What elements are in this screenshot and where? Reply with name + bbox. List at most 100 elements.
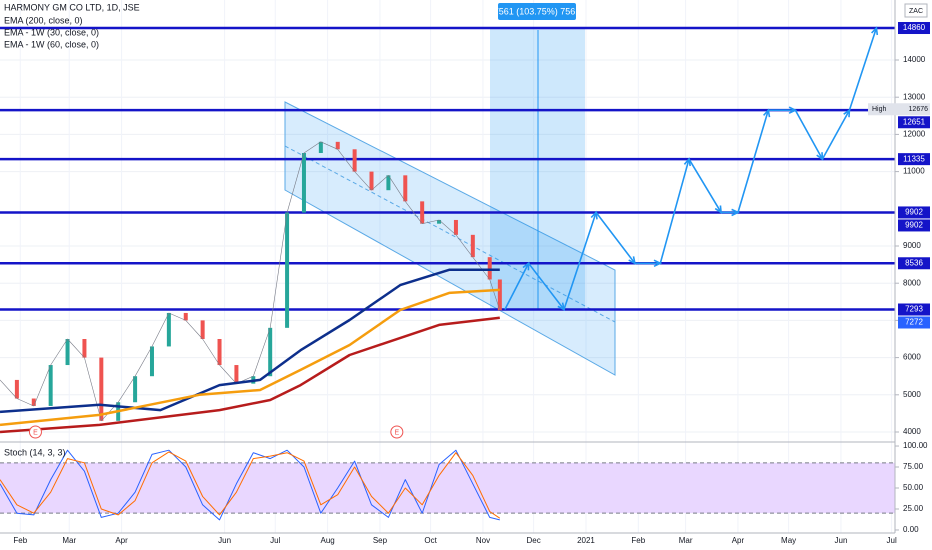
price-label-box — [898, 206, 930, 219]
x-tick-label: Nov — [476, 536, 490, 545]
candle — [352, 149, 357, 172]
candle — [149, 346, 154, 377]
projection-arrowhead — [653, 259, 663, 268]
price-label-box — [898, 116, 930, 129]
price-label: 7293 — [905, 305, 923, 314]
price-label: 11335 — [903, 154, 925, 163]
ema-line — [0, 268, 500, 414]
close-line — [0, 141, 501, 422]
candle — [65, 339, 70, 366]
x-tick-label: 2021 — [577, 536, 595, 545]
earnings-label: E — [395, 429, 400, 436]
x-tick-label: Feb — [631, 536, 645, 545]
projection-arrowhead — [557, 302, 566, 311]
y-tick-label: 13000 — [903, 92, 926, 101]
y-tick-label: 0.00 — [903, 525, 919, 534]
candle — [133, 376, 138, 403]
candle — [335, 141, 340, 150]
earnings-label: E — [33, 429, 38, 436]
projection-arrowhead — [788, 106, 798, 114]
legend-entry: EMA - 1W (60, close, 0) — [4, 39, 99, 49]
earnings-marker — [28, 425, 42, 439]
projection-arrowhead — [871, 26, 879, 36]
x-tick-label: Mar — [62, 536, 76, 545]
price-label-box — [898, 153, 930, 166]
candle — [14, 379, 19, 399]
y-tick-label: 8000 — [903, 278, 921, 287]
projection-arrowhead — [816, 152, 824, 161]
projection-path — [504, 27, 878, 311]
candle — [403, 175, 408, 202]
price-label-box — [898, 22, 930, 35]
price-label-box — [898, 316, 930, 329]
candle — [437, 219, 442, 224]
price-label-box — [898, 219, 930, 232]
x-tick-label: Aug — [320, 536, 334, 545]
x-tick-label: Feb — [13, 536, 27, 545]
x-tick-label: Apr — [115, 536, 128, 545]
x-tick-label: Mar — [679, 536, 693, 545]
x-tick-label: Dec — [527, 536, 541, 545]
price-label: 9902 — [905, 208, 923, 217]
candle — [318, 141, 323, 154]
candle — [497, 279, 502, 311]
legend-entry: EMA - 1W (30, close, 0) — [4, 27, 99, 37]
ema-line — [0, 288, 500, 427]
candle — [166, 312, 171, 347]
channel — [284, 101, 616, 376]
measure-label-box — [498, 3, 576, 20]
y-tick-label: 9000 — [903, 241, 921, 250]
high-value: 12676 — [909, 106, 929, 113]
price-label: 7272 — [905, 318, 923, 327]
stoch-line — [0, 449, 500, 521]
candle — [301, 153, 306, 213]
candle — [453, 219, 458, 235]
x-tick-label: Jul — [887, 536, 897, 545]
x-tick-label: Jul — [270, 536, 280, 545]
candle — [99, 357, 104, 421]
channel-mid — [284, 145, 616, 323]
candle — [420, 201, 425, 224]
projection-arrowhead — [522, 261, 530, 271]
stoch-title: Stoch (14, 3, 3) — [4, 447, 66, 457]
x-tick-label: Jun — [218, 536, 231, 545]
y-tick-label: 4000 — [903, 427, 921, 436]
candle — [200, 320, 205, 340]
projection-arrowhead — [590, 210, 598, 220]
projection-arrowhead — [843, 108, 851, 118]
projection-arrowhead — [763, 108, 771, 118]
candle — [234, 365, 239, 384]
plot — [0, 26, 895, 521]
candle — [386, 175, 391, 191]
price-label-box — [898, 257, 930, 270]
high-box — [868, 103, 930, 116]
projection-arrowhead — [714, 205, 723, 214]
price-label: 8536 — [905, 258, 923, 267]
high-label: High — [872, 106, 887, 113]
candle — [217, 339, 222, 366]
candle — [369, 171, 374, 191]
candle — [183, 312, 188, 321]
x-tick-label: Apr — [732, 536, 745, 545]
grid — [0, 0, 895, 533]
candle — [48, 365, 53, 406]
measure-label: 7561 (103.75%) 7561 — [494, 6, 581, 16]
stoch-band — [0, 462, 895, 514]
y-tick-label: 12000 — [903, 130, 926, 139]
candle — [470, 234, 475, 258]
projection-arrowhead — [628, 256, 637, 265]
symbol-title: HARMONY GM CO LTD, 1D, JSE — [4, 2, 140, 12]
price-label: 9902 — [905, 221, 923, 230]
y-tick-label: 11000 — [903, 167, 925, 176]
ema-line — [0, 316, 500, 434]
projection-arrowhead — [731, 208, 740, 217]
stoch-line — [0, 451, 501, 519]
y-tick-label: 25.00 — [903, 504, 924, 513]
y-tick-label: 14000 — [903, 55, 926, 64]
currency: ZAC — [909, 8, 923, 15]
y-tick-label: 50.00 — [903, 483, 924, 492]
price-label: 12651 — [903, 117, 926, 126]
candle — [31, 398, 36, 406]
x-tick-label: Oct — [424, 536, 437, 545]
